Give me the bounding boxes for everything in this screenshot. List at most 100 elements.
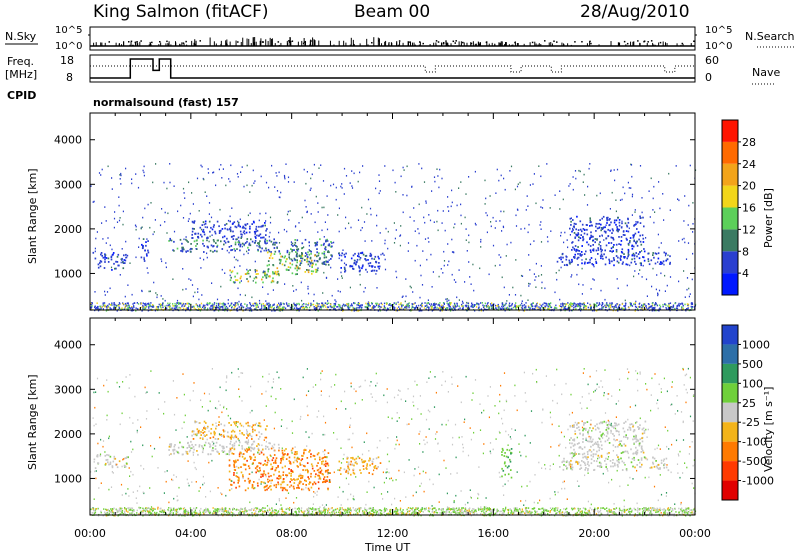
- noise-cell: [326, 228, 329, 231]
- data-cell: [94, 467, 97, 469]
- data-cell: [273, 454, 276, 456]
- data-cell: [271, 280, 274, 283]
- ground-cell: [107, 305, 110, 308]
- ground-cell: [351, 304, 353, 307]
- data-cell: [510, 469, 512, 471]
- data-cell: [597, 249, 600, 251]
- ground-cell: [324, 302, 326, 304]
- data-cell: [628, 241, 631, 244]
- ground-cell: [564, 305, 566, 308]
- noise-cell: [535, 286, 537, 288]
- data-cell: [258, 462, 260, 464]
- noise-cell: [418, 232, 420, 235]
- ground-cell: [264, 307, 266, 309]
- ground-cell: [644, 303, 646, 306]
- data-cell: [620, 240, 623, 242]
- data-cell: [596, 227, 599, 230]
- data-cell: [264, 224, 266, 227]
- data-cell: [322, 481, 324, 484]
- data-cell: [272, 280, 275, 283]
- data-cell: [585, 258, 587, 261]
- ground-cell: [602, 302, 604, 305]
- ground-cell: [371, 307, 374, 309]
- noise-cell: [322, 180, 325, 182]
- noise-cell: [274, 186, 276, 188]
- data-cell: [590, 454, 592, 457]
- data-cell: [642, 256, 645, 259]
- ground-cell: [334, 305, 336, 307]
- data-cell: [641, 440, 644, 443]
- data-cell: [623, 451, 625, 453]
- ground-cell: [415, 306, 417, 308]
- data-cell: [635, 252, 637, 254]
- data-cell: [323, 256, 326, 259]
- data-cell: [633, 456, 635, 459]
- ground-cell: [690, 305, 692, 308]
- data-cell: [589, 219, 592, 222]
- data-cell: [297, 465, 299, 468]
- data-cell: [247, 441, 250, 443]
- data-cell: [211, 449, 213, 452]
- noise-cell: [610, 170, 612, 172]
- ground-cell: [577, 305, 579, 307]
- noise-cell: [503, 210, 505, 213]
- noise-cell: [304, 199, 306, 202]
- data-cell: [579, 237, 582, 239]
- ground-cell: [652, 307, 655, 309]
- noise-cell: [631, 175, 633, 178]
- ground-cell: [562, 303, 564, 305]
- data-cell: [202, 230, 204, 233]
- data-cell: [316, 453, 319, 456]
- ground-cell: [580, 309, 582, 312]
- noise-cell: [229, 180, 231, 183]
- ground-cell: [226, 309, 229, 312]
- ground-cell: [91, 303, 93, 306]
- noise-cell: [294, 305, 296, 307]
- data-cell: [616, 229, 618, 232]
- ground-cell: [332, 306, 334, 308]
- ground-cell: [272, 308, 275, 310]
- noise-cell: [653, 185, 655, 188]
- data-cell: [239, 230, 242, 233]
- data-cell: [601, 228, 604, 230]
- ground-cell: [580, 302, 582, 305]
- data-cell: [312, 263, 314, 266]
- data-cell: [258, 467, 261, 469]
- data-cell: [307, 269, 310, 272]
- ground-cell: [102, 308, 104, 310]
- data-cell: [319, 467, 322, 469]
- data-cell: [284, 488, 287, 491]
- data-cell: [213, 224, 215, 226]
- ground-cell: [97, 307, 99, 309]
- data-cell: [242, 225, 245, 228]
- data-cell: [259, 425, 262, 428]
- data-cell: [602, 215, 605, 218]
- data-cell: [598, 456, 601, 459]
- data-cell: [173, 448, 175, 451]
- nsearch-dot: [544, 40, 546, 42]
- ground-cell: [468, 307, 471, 310]
- noise-cell: [328, 259, 330, 261]
- data-cell: [201, 429, 204, 432]
- data-cell: [142, 245, 144, 247]
- data-cell: [255, 225, 258, 228]
- data-cell: [217, 451, 219, 454]
- data-cell: [599, 235, 601, 238]
- noise-cell: [450, 205, 452, 208]
- data-cell: [310, 455, 312, 458]
- ground-cell: [427, 302, 429, 304]
- data-cell: [606, 216, 608, 219]
- data-cell: [233, 472, 235, 474]
- ground-cell: [295, 307, 298, 309]
- data-cell: [188, 445, 191, 447]
- noise-cell: [140, 227, 142, 230]
- data-cell: [376, 467, 378, 470]
- data-cell: [220, 435, 223, 437]
- data-cell: [592, 235, 594, 238]
- data-cell: [582, 456, 584, 459]
- noise-cell: [285, 163, 287, 165]
- noise-cell: [160, 304, 162, 306]
- ground-cell: [645, 305, 647, 307]
- data-cell: [193, 430, 195, 433]
- noise-cell: [338, 257, 340, 260]
